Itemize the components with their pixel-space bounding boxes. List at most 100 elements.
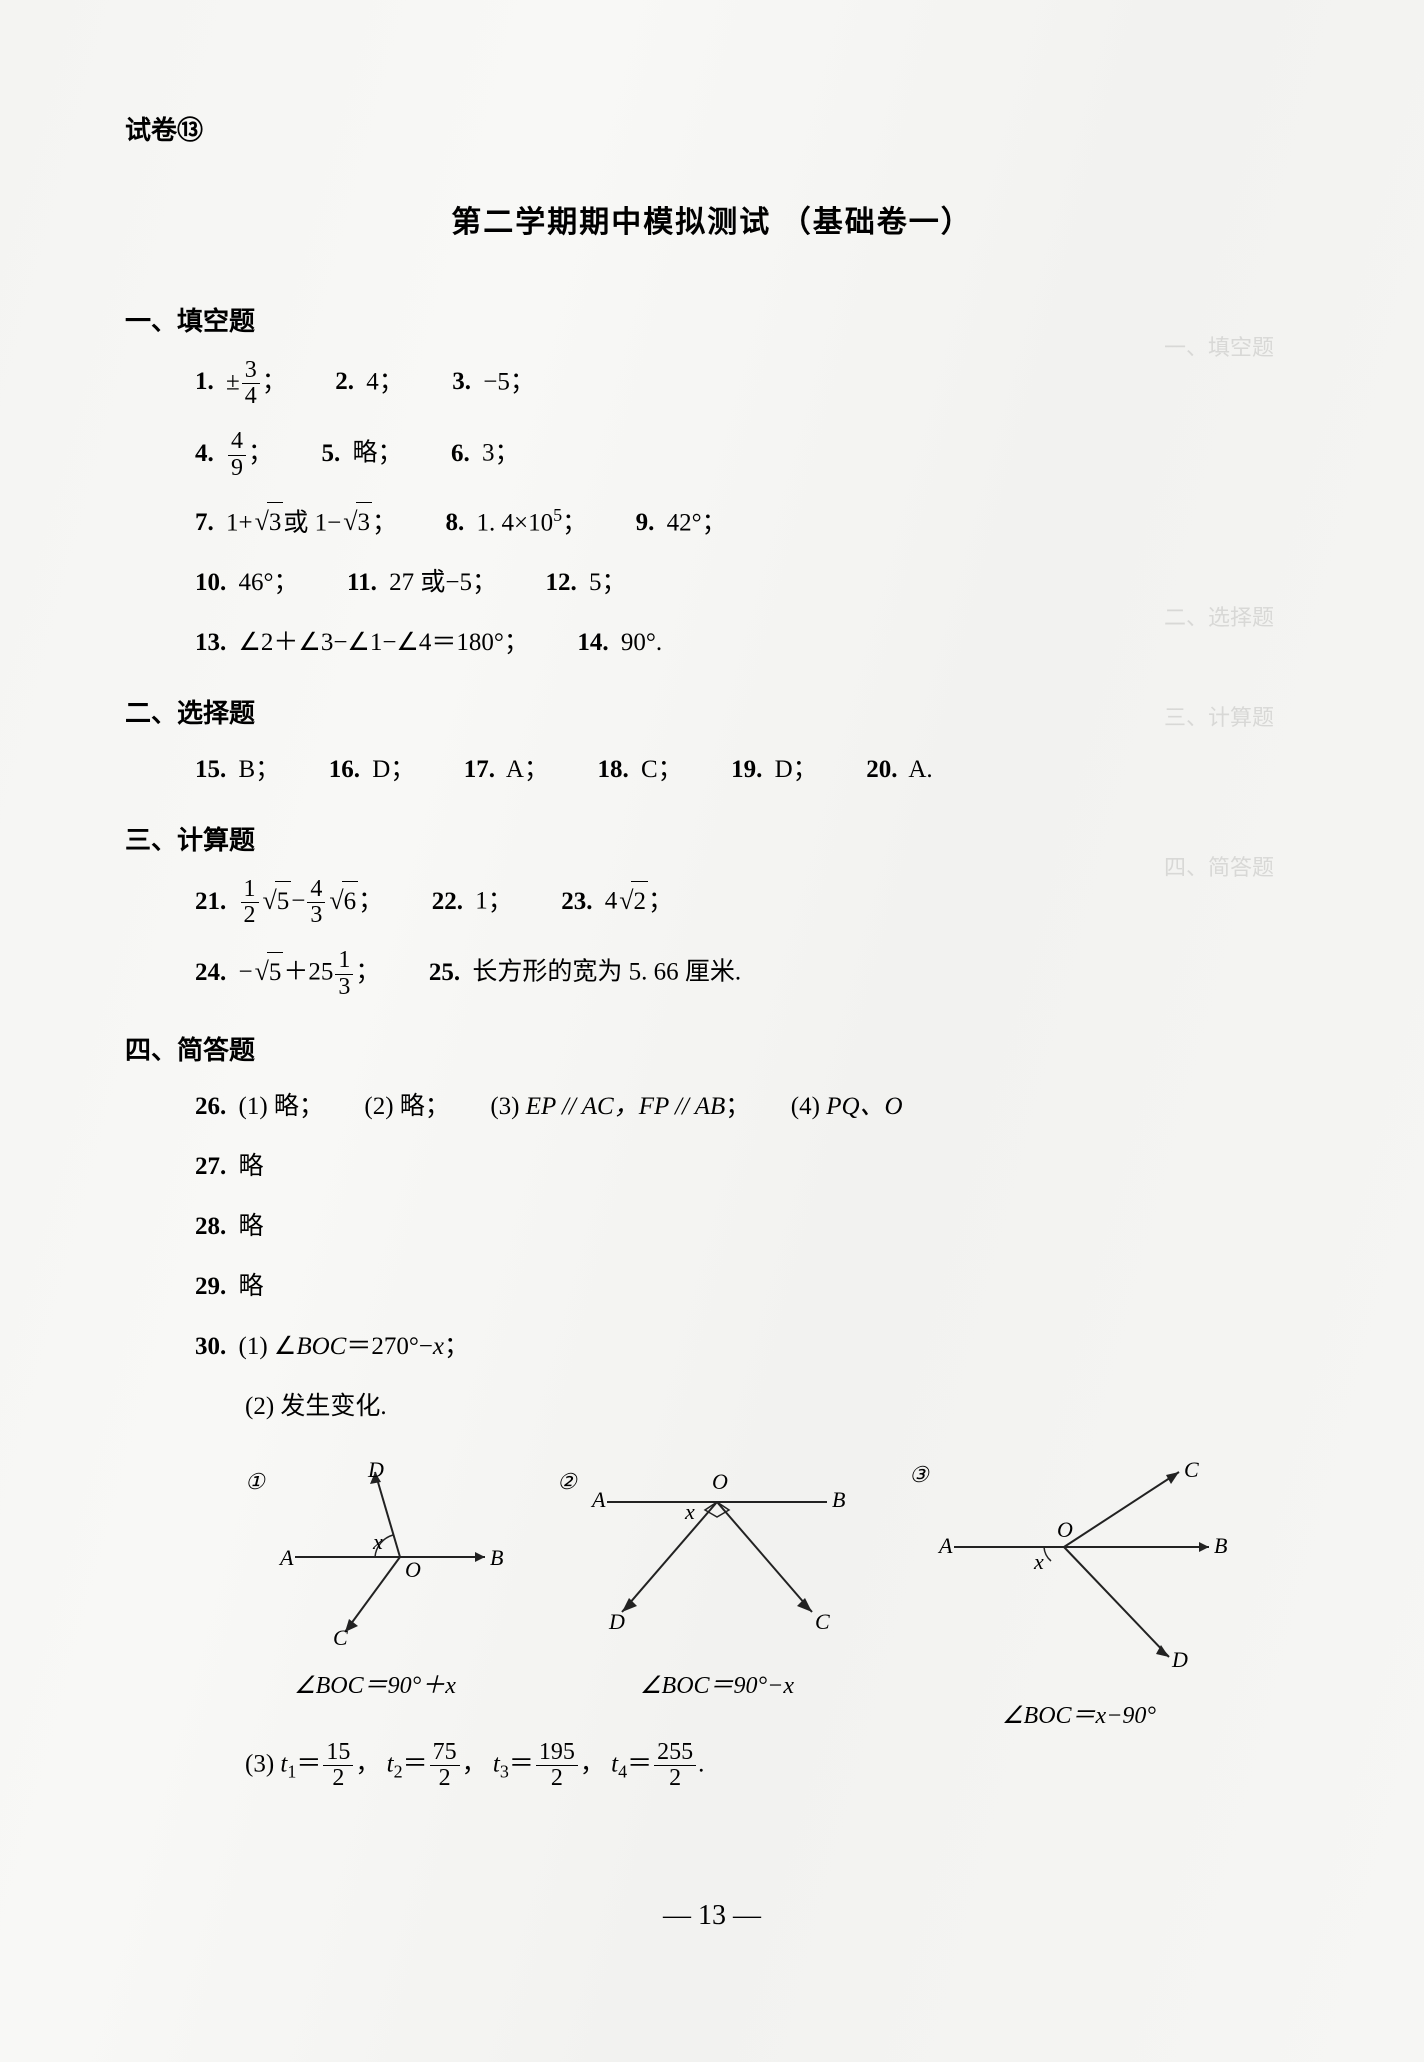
d2-caption: ∠BOC＝90°−x — [557, 1665, 877, 1700]
q30-t2s: 2 — [394, 1761, 403, 1781]
q25-num: 25. — [429, 959, 460, 986]
q8-exp: 5 — [553, 505, 562, 525]
q27-ans: 略 — [239, 1153, 264, 1180]
q21-num: 21. — [195, 888, 226, 915]
d2-B: B — [832, 1487, 845, 1512]
d2-D: D — [608, 1609, 625, 1634]
q30-p3-line: (3) t1＝152， t2＝752， t3＝1952， t4＝2552. — [245, 1740, 1299, 1791]
d2-cap-x: x — [783, 1673, 794, 1699]
q3-ans: −5； — [483, 368, 535, 395]
q2-ans: 4； — [366, 368, 404, 395]
q26-p1: (1) 略； — [239, 1093, 324, 1120]
q1-frac-den: 4 — [242, 384, 260, 409]
q21-f2n: 4 — [307, 877, 325, 903]
q1-line: 1. ±34； 2. 4； 3. −5； — [195, 358, 1299, 409]
q22-num: 22. — [432, 888, 463, 915]
q23-rad: 2 — [631, 881, 648, 922]
q12-num: 12. — [545, 569, 576, 596]
q13-line: 13. ∠2＋∠3−∠1−∠4＝180°； 14. 90°. — [195, 623, 1299, 663]
q30-t2a: t — [387, 1750, 394, 1777]
q30-t4fd: 2 — [654, 1766, 696, 1791]
q9-num: 9. — [636, 509, 655, 536]
q13-num: 13. — [195, 629, 226, 656]
d3-D: D — [1171, 1647, 1188, 1672]
q26-num: 26. — [195, 1093, 226, 1120]
d1-B: B — [490, 1545, 503, 1570]
q7-rad2: 3 — [356, 502, 373, 543]
q30-t3a: t — [493, 1750, 500, 1777]
q17-num: 17. — [464, 756, 495, 783]
d2-cap-pre: ∠ — [640, 1673, 662, 1699]
q24-plus: ＋25 — [283, 959, 333, 986]
d3-B: B — [1214, 1533, 1227, 1558]
q26-line: 26. (1) 略； (2) 略； (3) EP // AC，FP // AB；… — [195, 1087, 1299, 1127]
diagram-1: ① D A B C O x ∠BOC＝90°＋x — [225, 1457, 525, 1730]
q30-p3a: (3) — [245, 1750, 280, 1777]
q7-pre: 1+ — [226, 509, 253, 536]
q21-f2d: 3 — [307, 903, 325, 928]
q21-minus: − — [291, 888, 305, 915]
q30-p2-line: (2) 发生变化. — [245, 1387, 1299, 1427]
diagram-1-svg: ① D A B C O x — [225, 1457, 525, 1657]
q30-eq2: ＝ — [403, 1750, 428, 1777]
q8-ans: 1. 4×10 — [477, 509, 554, 536]
q30-eq3: ＝ — [509, 1750, 534, 1777]
q18-ans: C； — [641, 756, 683, 783]
d2-A: A — [590, 1487, 606, 1512]
q8-num: 8. — [446, 509, 465, 536]
q24-fn: 1 — [335, 948, 353, 974]
d2-cap-boc: BOC — [662, 1673, 710, 1699]
q28-num: 28. — [195, 1213, 226, 1240]
q30-t3fn: 195 — [536, 1740, 578, 1766]
q11-ans: 27 或−5； — [389, 569, 497, 596]
q29-line: 29. 略 — [195, 1267, 1299, 1307]
q30-num: 30. — [195, 1333, 226, 1360]
q23-coef: 4 — [605, 888, 618, 915]
section-4-header: 四、简答题 — [125, 1030, 1299, 1067]
d3-cap-eq: ＝ — [1072, 1703, 1096, 1729]
q15-ans: B； — [239, 756, 281, 783]
d3-cap-post: −90° — [1106, 1703, 1156, 1729]
q21-r1: 5 — [275, 881, 292, 922]
q30-p1-line: 30. (1) ∠BOC＝270°−x； — [195, 1327, 1299, 1367]
q12-ans: 5； — [589, 569, 627, 596]
d3-cap-boc: BOC — [1024, 1703, 1072, 1729]
q29-ans: 略 — [239, 1273, 264, 1300]
q30-p1b: BOC — [296, 1333, 346, 1360]
section-1-header: 一、填空题 — [125, 301, 1299, 338]
q30-p1c: ＝270°− — [346, 1333, 433, 1360]
q21-semi: ； — [358, 888, 383, 915]
q28-ans: 略 — [239, 1213, 264, 1240]
q26-p2: (2) 略； — [364, 1093, 449, 1120]
q16-num: 16. — [329, 756, 360, 783]
d3-A: A — [937, 1533, 953, 1558]
q24-fd: 3 — [335, 975, 353, 1000]
q4-line: 4. 49； 5. 略； 6. 3； — [195, 429, 1299, 480]
q30-period: . — [698, 1750, 704, 1777]
q30-t4s: 4 — [618, 1761, 627, 1781]
q27-num: 27. — [195, 1153, 226, 1180]
q30-c1: ， — [355, 1750, 380, 1777]
q20-ans: A. — [908, 756, 932, 783]
q30-p1d: x — [433, 1333, 444, 1360]
d1-cap-boc: BOC — [316, 1673, 364, 1699]
d2-C: C — [815, 1609, 830, 1634]
q1-num: 1. — [195, 368, 214, 395]
d1-cap-pre: ∠ — [294, 1673, 316, 1699]
d1-caption: ∠BOC＝90°＋x — [225, 1665, 525, 1700]
d1-C: C — [333, 1625, 348, 1650]
q21-r2: 6 — [342, 881, 359, 922]
q24-neg: − — [239, 959, 253, 986]
d2-cap-eq: ＝90°− — [710, 1673, 784, 1699]
q28-line: 28. 略 — [195, 1207, 1299, 1247]
diagram-2-svg: ② A B O D C x — [557, 1457, 877, 1657]
q21-f1d: 2 — [241, 903, 259, 928]
d2-x: x — [684, 1499, 695, 1524]
q22-ans: 1； — [475, 888, 513, 915]
q11-num: 11. — [347, 569, 377, 596]
d1-circ: ① — [245, 1469, 266, 1494]
q26-p3c: ； — [725, 1093, 750, 1120]
q4-num: 4. — [195, 440, 214, 467]
d2-circ: ② — [557, 1469, 578, 1494]
d3-circ: ③ — [909, 1462, 930, 1487]
